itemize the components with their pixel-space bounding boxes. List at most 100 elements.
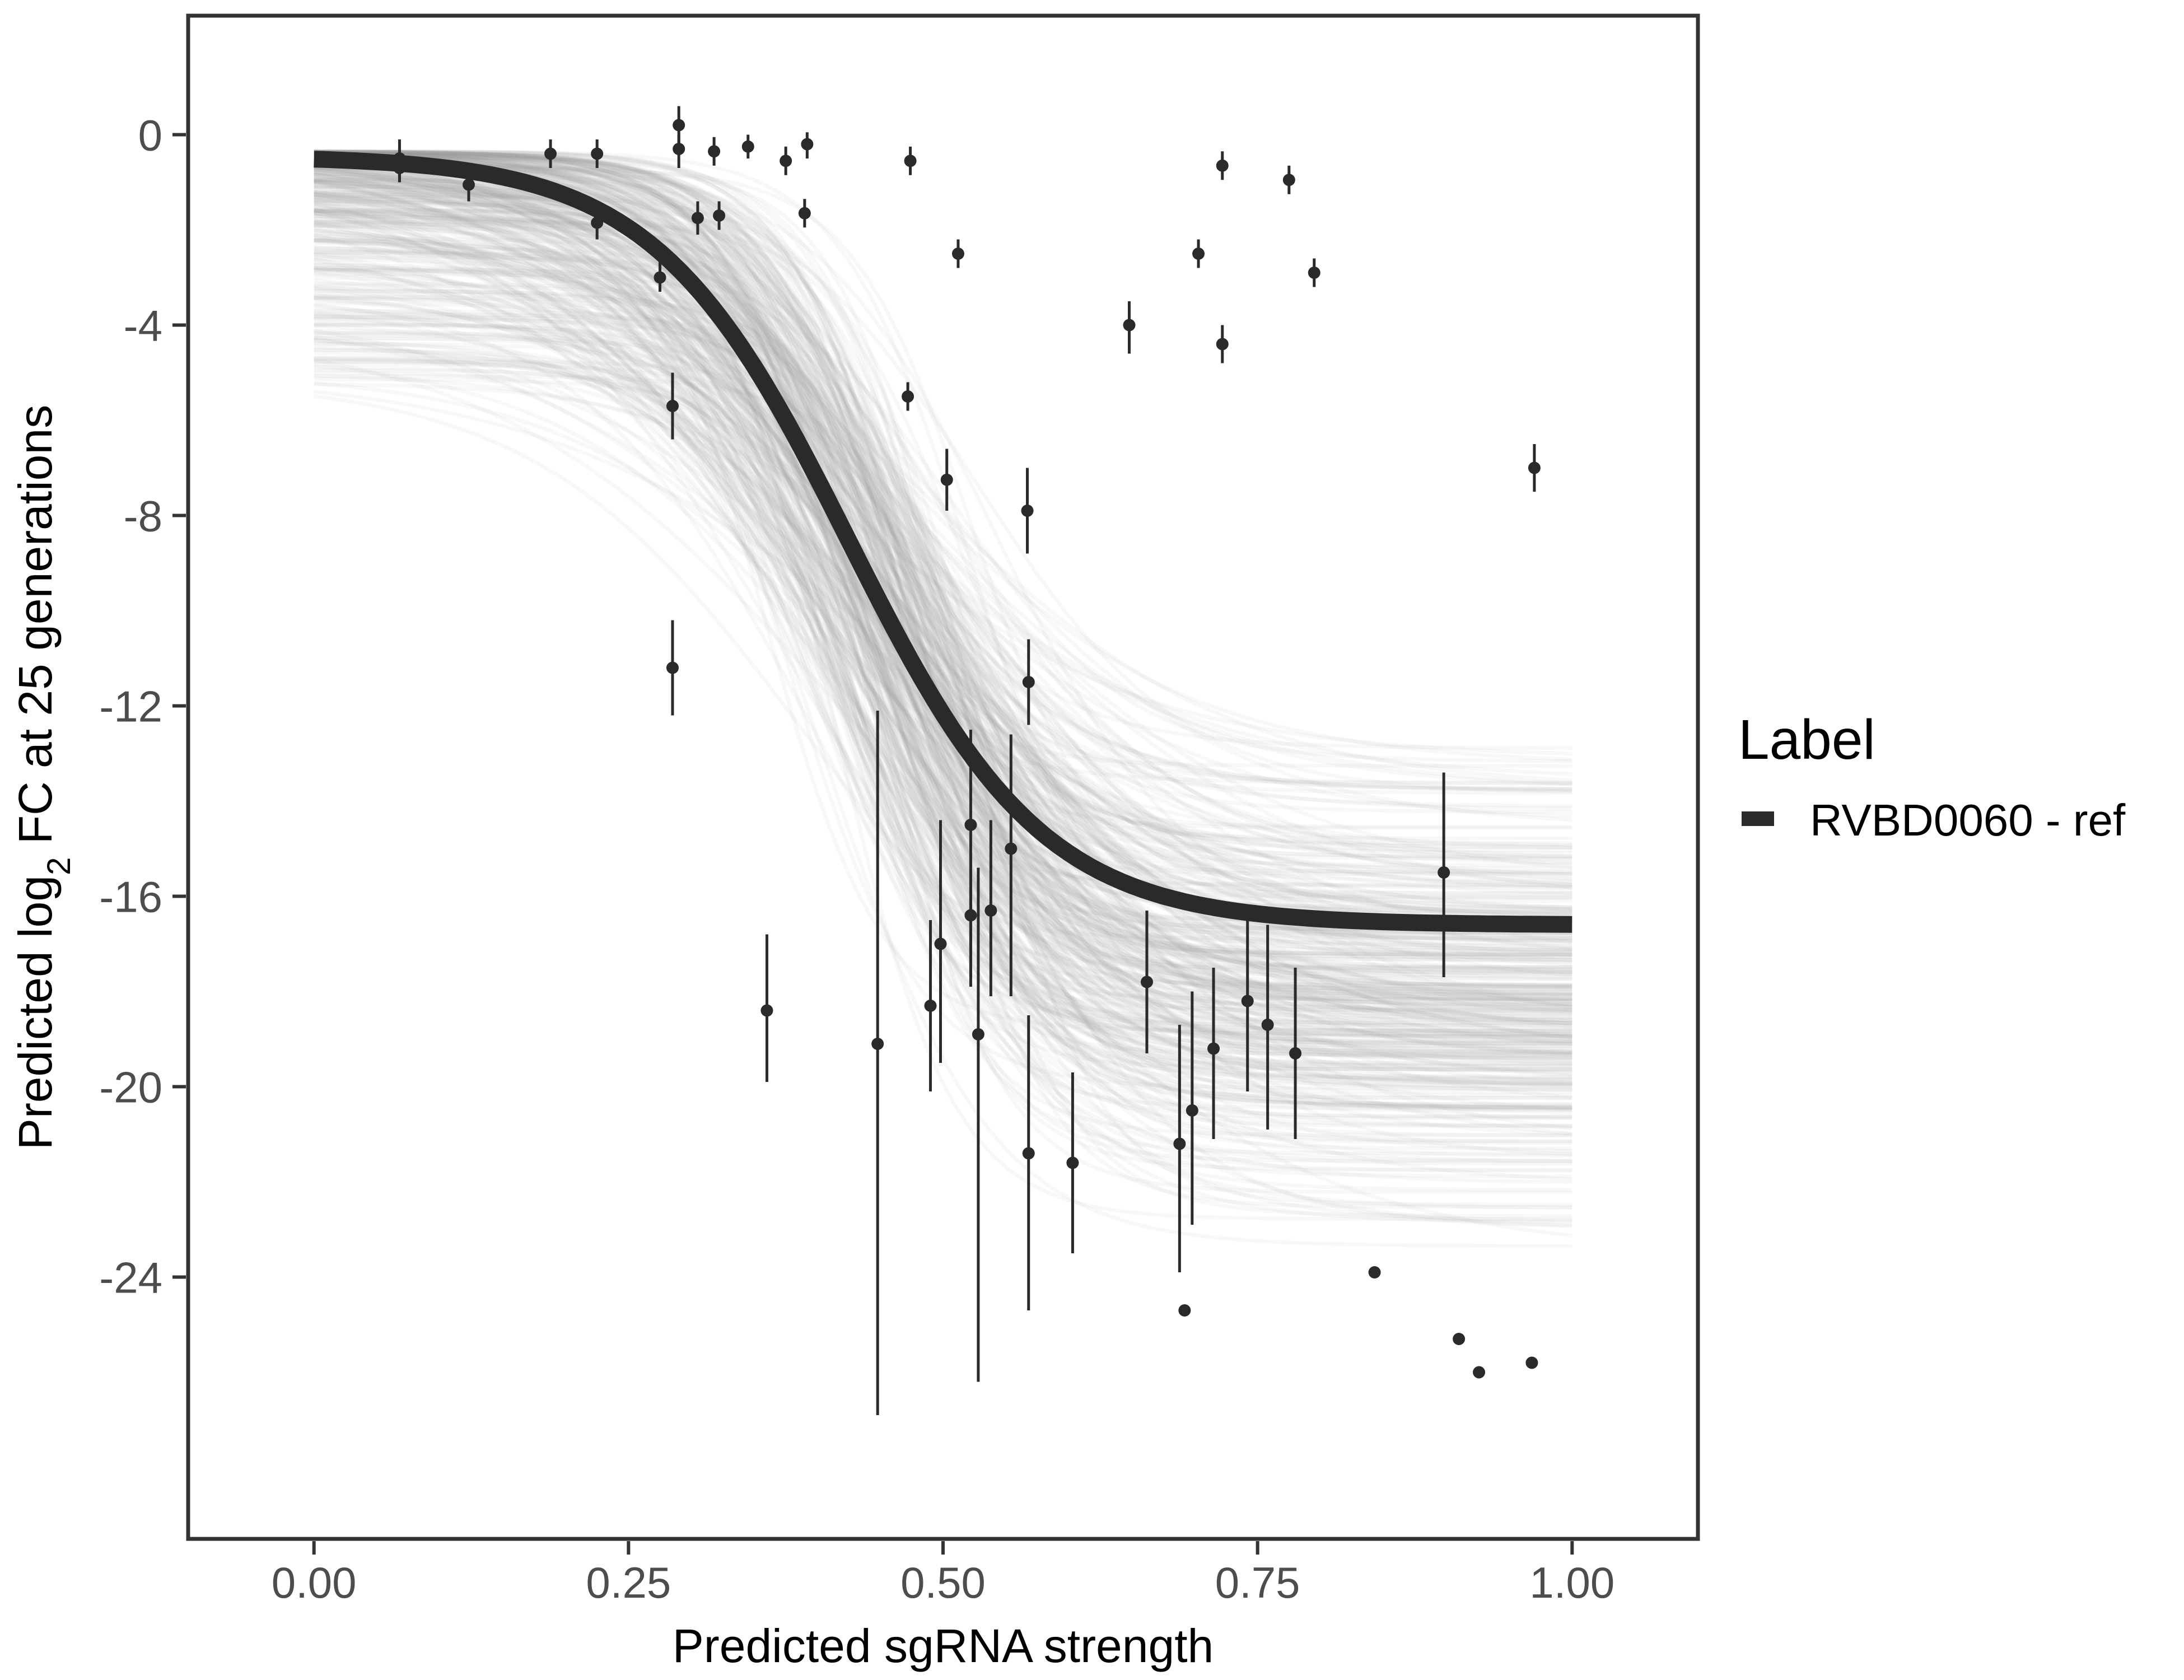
posterior-draw (314, 208, 1572, 1051)
data-point (393, 149, 406, 183)
posterior-draw (314, 193, 1572, 1011)
point-marker (666, 661, 679, 674)
data-point (940, 449, 953, 511)
y-axis-title-subscript: 2 (41, 857, 77, 875)
posterior-draw (314, 159, 1572, 976)
posterior-draw (314, 250, 1572, 1172)
posterior-draw (314, 150, 1572, 1128)
posterior-draw (314, 239, 1572, 913)
point-marker (1066, 1156, 1079, 1169)
data-point (1021, 468, 1034, 554)
point-marker (1473, 1366, 1486, 1379)
point-marker (902, 390, 914, 403)
posterior-draw (314, 199, 1572, 1046)
data-point (760, 934, 773, 1082)
data-point (964, 853, 977, 977)
posterior-draw (314, 161, 1572, 926)
posterior-draw (314, 150, 1572, 1002)
posterior-draw (314, 152, 1572, 962)
point-marker (654, 271, 666, 284)
posterior-draw (314, 206, 1572, 808)
posterior-draw (314, 154, 1572, 956)
posterior-draw (314, 286, 1572, 1120)
point-marker (940, 473, 953, 486)
posterior-draw (314, 167, 1572, 1078)
posterior-draw (314, 155, 1572, 1119)
posterior-draw (314, 360, 1572, 1012)
posterior-draw (314, 164, 1572, 972)
posterior-draw (314, 176, 1572, 1044)
posterior-draw (314, 180, 1572, 1157)
x-tick-label: 0.25 (586, 1558, 671, 1607)
data-point (1022, 1015, 1035, 1310)
point-marker (1438, 866, 1450, 879)
posterior-draw (314, 158, 1572, 1001)
posterior-draw (314, 192, 1572, 1129)
posterior-draw (314, 152, 1572, 1222)
posterior-draw (314, 209, 1572, 1128)
data-point (591, 206, 604, 240)
posterior-draw (314, 223, 1572, 1192)
posterior-draw (314, 341, 1572, 876)
posterior-draw (314, 167, 1572, 979)
posterior-draw (314, 165, 1572, 1025)
posterior-draw (313, 220, 1572, 1100)
posterior-draw (314, 171, 1572, 917)
posterior-draw (314, 238, 1572, 917)
posterior-draw (314, 165, 1572, 1003)
posterior-draw (314, 294, 1572, 852)
data-point (1186, 991, 1198, 1225)
data-point (984, 820, 997, 996)
posterior-draw (314, 157, 1572, 793)
posterior-draw (314, 182, 1572, 1012)
posterior-draw (314, 151, 1572, 1047)
posterior-draw (314, 165, 1572, 1151)
point-marker (1241, 995, 1254, 1007)
posterior-draw (314, 185, 1572, 1107)
posterior-draw (314, 258, 1572, 911)
posterior-draw (314, 152, 1572, 978)
y-axis-title-prefix: Predicted log (9, 875, 62, 1150)
posterior-draw (314, 203, 1572, 974)
posterior-draw (314, 179, 1572, 1085)
data-point (1173, 1025, 1186, 1272)
posterior-draw (314, 151, 1572, 1015)
posterior-draw (314, 389, 1572, 928)
posterior-draw (314, 304, 1572, 1010)
data-point (951, 239, 964, 268)
posterior-draw (314, 152, 1572, 935)
posterior-draw (314, 172, 1572, 856)
point-marker (1192, 248, 1205, 260)
posterior-draw (314, 149, 1572, 1100)
posterior-draw (314, 150, 1572, 1007)
y-tick-label: -12 (99, 682, 162, 731)
legend: Label RVBD0060 - ref (1738, 708, 2126, 845)
posterior-draw (314, 151, 1572, 1145)
posterior-draw (314, 310, 1572, 977)
posterior-draw (314, 357, 1572, 912)
data-point (1123, 301, 1136, 354)
posterior-draw (314, 152, 1572, 900)
posterior-draw (314, 363, 1572, 1065)
point-marker (801, 138, 814, 151)
posterior-draw (314, 211, 1572, 865)
posterior-draw (314, 202, 1572, 1051)
point-marker (1216, 159, 1229, 172)
posterior-draw (314, 366, 1572, 1001)
posterior-draw (314, 316, 1572, 943)
y-tick-label: -4 (124, 301, 162, 351)
posterior-draw (314, 151, 1572, 958)
point-marker (591, 147, 604, 160)
posterior-draw (314, 311, 1572, 1039)
y-tick-label: -20 (99, 1063, 162, 1112)
posterior-draw (314, 212, 1572, 1110)
posterior-draw (314, 184, 1572, 1221)
posterior-draw (314, 218, 1572, 1036)
posterior-draw (314, 332, 1572, 1011)
data-point (1525, 1356, 1538, 1369)
posterior-draw (314, 214, 1572, 918)
x-tick-label: 1.00 (1529, 1558, 1614, 1607)
posterior-draw (314, 336, 1572, 962)
data-point (1261, 925, 1274, 1130)
posterior-draw (314, 179, 1572, 998)
